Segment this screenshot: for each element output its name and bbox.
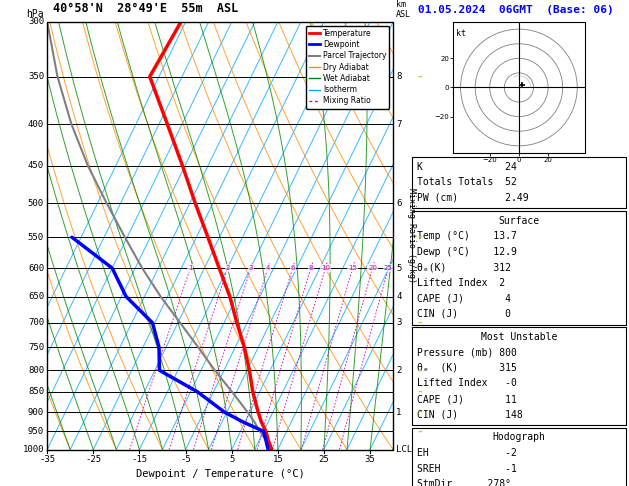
Text: 4: 4	[396, 292, 402, 301]
Text: 5: 5	[229, 455, 235, 465]
Text: Surface: Surface	[498, 216, 540, 226]
Text: CIN (J)        148: CIN (J) 148	[417, 410, 523, 419]
Text: -15: -15	[131, 455, 147, 465]
Text: Lifted Index  2: Lifted Index 2	[417, 278, 505, 288]
Text: 500: 500	[28, 199, 44, 208]
Text: 6: 6	[291, 265, 295, 271]
Text: -5: -5	[180, 455, 191, 465]
Text: 850: 850	[28, 387, 44, 396]
Text: 20: 20	[368, 265, 377, 271]
Text: 25: 25	[384, 265, 392, 271]
Text: Lifted Index   -0: Lifted Index -0	[417, 379, 517, 388]
Text: 450: 450	[28, 161, 44, 171]
Text: 800: 800	[28, 366, 44, 375]
Text: 25: 25	[318, 455, 330, 465]
Text: 2: 2	[396, 366, 402, 375]
Text: -: -	[417, 387, 422, 397]
Text: -: -	[417, 426, 422, 436]
Text: 15: 15	[272, 455, 283, 465]
Text: CAPE (J)       11: CAPE (J) 11	[417, 394, 517, 404]
Text: 6: 6	[396, 199, 402, 208]
Text: 2: 2	[226, 265, 230, 271]
Text: Totals Totals  52: Totals Totals 52	[417, 177, 517, 187]
Text: 35: 35	[365, 455, 376, 465]
Text: 950: 950	[28, 427, 44, 436]
Text: 3: 3	[248, 265, 253, 271]
Text: CAPE (J)       4: CAPE (J) 4	[417, 294, 511, 303]
Text: 1: 1	[188, 265, 192, 271]
Text: 550: 550	[28, 233, 44, 242]
Text: θₑ  (K)       315: θₑ (K) 315	[417, 363, 517, 373]
Text: -25: -25	[86, 455, 101, 465]
Text: Hodograph: Hodograph	[493, 433, 545, 442]
Text: -: -	[417, 232, 422, 242]
Text: -: -	[417, 407, 422, 417]
Text: EH             -2: EH -2	[417, 448, 517, 458]
Text: 1000: 1000	[23, 445, 44, 454]
Text: 5: 5	[396, 263, 402, 273]
Text: K              24: K 24	[417, 162, 517, 172]
Text: 01.05.2024  06GMT  (Base: 06): 01.05.2024 06GMT (Base: 06)	[418, 4, 614, 15]
Text: Temp (°C)    13.7: Temp (°C) 13.7	[417, 231, 517, 241]
Text: hPa: hPa	[26, 9, 44, 19]
Text: 650: 650	[28, 292, 44, 301]
Text: kt: kt	[456, 29, 466, 38]
Text: -: -	[417, 365, 422, 375]
Text: SREH           -1: SREH -1	[417, 464, 517, 473]
Text: Mixing Ratio (g/kg): Mixing Ratio (g/kg)	[408, 188, 416, 283]
Text: 600: 600	[28, 263, 44, 273]
Text: Dewp (°C)    12.9: Dewp (°C) 12.9	[417, 247, 517, 257]
Text: 4: 4	[265, 265, 270, 271]
Text: 350: 350	[28, 72, 44, 81]
Text: Dewpoint / Temperature (°C): Dewpoint / Temperature (°C)	[136, 469, 304, 479]
Text: CIN (J)        0: CIN (J) 0	[417, 309, 511, 319]
Text: 15: 15	[348, 265, 357, 271]
Text: 700: 700	[28, 318, 44, 328]
Text: 8: 8	[309, 265, 313, 271]
Legend: Temperature, Dewpoint, Parcel Trajectory, Dry Adiabat, Wet Adiabat, Isotherm, Mi: Temperature, Dewpoint, Parcel Trajectory…	[306, 26, 389, 108]
Text: Pressure (mb) 800: Pressure (mb) 800	[417, 347, 517, 357]
Text: 400: 400	[28, 120, 44, 129]
Text: Most Unstable: Most Unstable	[481, 332, 557, 342]
Text: θₑ(K)        312: θₑ(K) 312	[417, 262, 511, 272]
Text: -35: -35	[39, 455, 55, 465]
Text: 40°58'N  28°49'E  55m  ASL: 40°58'N 28°49'E 55m ASL	[53, 1, 239, 15]
Text: 3: 3	[396, 318, 402, 328]
Text: StmDir      278°: StmDir 278°	[417, 479, 511, 486]
Text: km
ASL: km ASL	[396, 0, 411, 19]
Text: PW (cm)        2.49: PW (cm) 2.49	[417, 193, 528, 203]
Text: 1: 1	[396, 408, 402, 417]
Text: 7: 7	[396, 120, 402, 129]
Text: 900: 900	[28, 408, 44, 417]
Text: 750: 750	[28, 343, 44, 352]
Text: 8: 8	[396, 72, 402, 81]
Text: 10: 10	[321, 265, 330, 271]
Text: LCL: LCL	[396, 445, 413, 454]
Text: 300: 300	[28, 17, 44, 26]
Text: -: -	[417, 318, 422, 328]
Text: -: -	[417, 71, 422, 82]
